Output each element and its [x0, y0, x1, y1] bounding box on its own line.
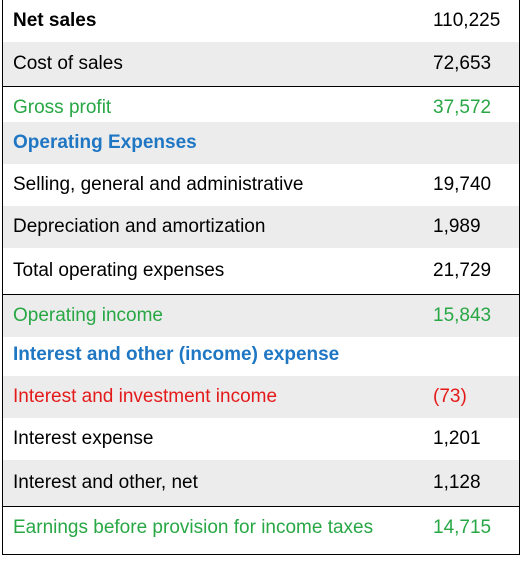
- row-label: Depreciation and amortization: [13, 216, 266, 237]
- row-value: 72,653: [433, 53, 492, 74]
- row-value: 1,201: [433, 428, 481, 449]
- row-value: 37,572: [433, 97, 492, 118]
- row-earnings-before-taxes: Earnings before provision for income tax…: [3, 506, 519, 549]
- row-net-sales: Net sales 110,225: [3, 0, 519, 42]
- row-value: 1,989: [433, 216, 481, 237]
- row-label: Total operating expenses: [13, 260, 225, 281]
- row-label: Operating income: [13, 305, 163, 326]
- row-label: Cost of sales: [13, 53, 123, 74]
- row-value: 1,128: [433, 472, 481, 493]
- section-heading: Interest and other (income) expense: [13, 344, 340, 365]
- row-gross-profit: Gross profit 37,572: [3, 86, 519, 129]
- row-total-operating-expenses: Total operating expenses 21,729: [3, 248, 519, 294]
- row-label: Earnings before provision for income tax…: [13, 517, 374, 538]
- row-operating-expenses-heading: Operating Expenses: [3, 122, 519, 164]
- income-statement-table: Net sales 110,225 Cost of sales 72,653 G…: [2, 0, 520, 555]
- row-label: Interest and investment income: [13, 386, 278, 407]
- row-label: Interest expense: [13, 428, 154, 449]
- row-label: Interest and other, net: [13, 472, 198, 493]
- row-label: Net sales: [13, 10, 97, 31]
- row-value: 14,715: [433, 517, 492, 538]
- row-value: 21,729: [433, 260, 492, 281]
- row-sga: Selling, general and administrative 19,7…: [3, 164, 519, 206]
- row-value: (73): [433, 386, 467, 407]
- row-depreciation: Depreciation and amortization 1,989: [3, 206, 519, 248]
- section-heading: Operating Expenses: [13, 132, 197, 153]
- row-operating-income: Operating income 15,843: [3, 294, 519, 337]
- row-label: Gross profit: [13, 97, 112, 118]
- row-interest-other-net: Interest and other, net 1,128: [3, 460, 519, 506]
- row-label: Selling, general and administrative: [13, 174, 304, 195]
- row-interest-heading: Interest and other (income) expense: [3, 334, 519, 376]
- row-interest-investment-income: Interest and investment income (73): [3, 376, 519, 418]
- row-interest-expense: Interest expense 1,201: [3, 418, 519, 460]
- row-value: 15,843: [433, 305, 492, 326]
- row-value: 110,225: [433, 10, 501, 31]
- row-value: 19,740: [433, 174, 492, 195]
- row-cost-of-sales: Cost of sales 72,653: [3, 42, 519, 86]
